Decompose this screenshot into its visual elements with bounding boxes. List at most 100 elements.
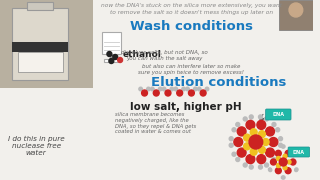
Circle shape [151,87,154,91]
Text: but also can interfere later so make
sure you spin twice to remove excess!: but also can interfere later so make sur… [139,64,244,75]
Bar [12,8,68,80]
Bar [101,32,121,54]
Text: I do this in pure
nuclease free
water: I do this in pure nuclease free water [8,136,65,156]
Circle shape [287,160,291,164]
Circle shape [295,152,298,156]
Text: to remove the salt so it doesn't mess things up later on: to remove the salt so it doesn't mess th… [110,10,273,15]
Circle shape [290,159,296,165]
Circle shape [265,117,268,121]
Text: dissolves salts, but not DNA, so
you can wash the salt away: dissolves salts, but not DNA, so you can… [121,50,207,61]
Circle shape [259,115,262,119]
Text: DNA: DNA [272,112,284,117]
Circle shape [281,176,284,179]
Circle shape [289,3,303,17]
Circle shape [243,163,247,167]
Circle shape [259,165,262,169]
Circle shape [276,150,281,156]
Circle shape [165,90,171,96]
Bar [27,2,53,10]
Circle shape [182,87,185,91]
Circle shape [177,90,183,96]
Circle shape [249,115,253,119]
Circle shape [139,87,142,91]
Circle shape [282,176,285,179]
Circle shape [232,128,236,132]
Circle shape [295,153,298,156]
Circle shape [259,146,265,153]
Circle shape [270,159,276,165]
Circle shape [244,134,251,141]
Circle shape [234,138,243,147]
Circle shape [265,163,268,167]
Circle shape [186,87,189,91]
Circle shape [268,168,271,171]
Bar [12,42,68,52]
Bar [18,52,62,72]
Circle shape [285,168,291,174]
Circle shape [259,131,265,138]
Circle shape [162,87,166,91]
Circle shape [174,87,178,91]
Circle shape [266,148,275,157]
Bar [279,0,313,30]
Circle shape [229,143,233,147]
Circle shape [276,152,280,156]
Text: DNA: DNA [293,150,305,154]
Circle shape [279,137,283,141]
Circle shape [194,87,197,91]
Text: Wash conditions: Wash conditions [130,20,253,33]
Text: ethanol: ethanol [123,50,162,59]
Circle shape [205,87,209,91]
Circle shape [109,58,114,64]
Circle shape [266,127,275,136]
Circle shape [232,152,236,156]
Circle shape [262,138,269,145]
Text: now the DNA's stuck on the silica more extensively, you want: now the DNA's stuck on the silica more e… [101,3,282,8]
Circle shape [170,87,174,91]
Bar [0,0,93,88]
Circle shape [249,135,263,149]
Circle shape [236,123,240,127]
Circle shape [282,145,285,148]
Circle shape [246,120,255,129]
Circle shape [118,57,123,62]
Circle shape [269,168,272,172]
Circle shape [257,155,266,164]
Circle shape [188,90,194,96]
Circle shape [276,156,280,161]
Circle shape [268,153,271,156]
Circle shape [269,138,278,147]
Circle shape [269,152,272,156]
Text: low salt, higher pH: low salt, higher pH [130,102,241,112]
Circle shape [113,55,118,60]
Circle shape [257,120,266,129]
Circle shape [295,168,298,171]
Circle shape [142,90,148,96]
FancyBboxPatch shape [288,147,309,157]
Circle shape [246,155,255,164]
Text: silica membrane becomes
negatively charged, like the
DNA, so they repel & DNA ge: silica membrane becomes negatively charg… [115,112,196,134]
Circle shape [237,127,246,136]
Circle shape [197,87,201,91]
Circle shape [153,90,159,96]
Circle shape [236,158,240,161]
Circle shape [250,148,257,155]
Circle shape [158,87,162,91]
Circle shape [107,51,112,57]
Circle shape [285,150,291,156]
Circle shape [272,123,276,127]
Circle shape [250,129,257,136]
Circle shape [249,165,253,169]
Circle shape [200,90,206,96]
Circle shape [279,143,283,147]
Circle shape [281,145,284,148]
Circle shape [279,158,287,166]
Circle shape [237,148,246,157]
Circle shape [244,143,251,150]
FancyBboxPatch shape [266,109,291,120]
Circle shape [272,158,276,161]
Circle shape [276,128,280,132]
Circle shape [283,166,287,170]
Circle shape [229,137,233,141]
Circle shape [295,168,298,172]
